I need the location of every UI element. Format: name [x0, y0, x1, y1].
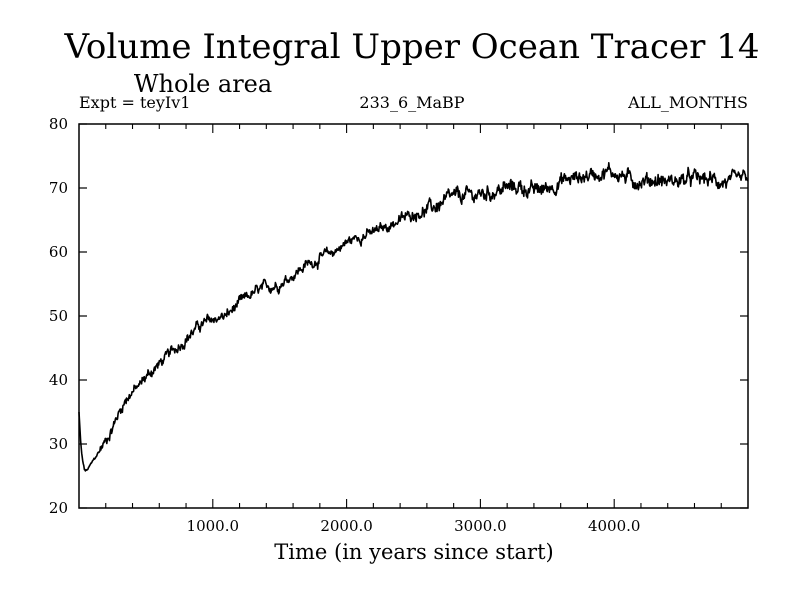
period-label: 233_6_MaBP [359, 93, 464, 112]
chart-subtitle: Whole area [134, 70, 272, 98]
y-axis: 20 30 40 50 60 70 80 [49, 115, 748, 517]
y-tick-label: 60 [49, 243, 68, 261]
y-tick-label: 30 [49, 435, 68, 453]
plot-frame [78, 123, 749, 509]
experiment-label: Expt = teyIv1 [79, 93, 190, 112]
y-tick-label: 80 [49, 115, 68, 133]
x-tick-label: 4000.0 [588, 517, 641, 535]
x-tick-label: 2000.0 [320, 517, 373, 535]
x-axis-label: Time (in years since start) [274, 540, 553, 564]
chart-title: Volume Integral Upper Ocean Tracer 14 [64, 27, 760, 67]
y-tick-label: 20 [49, 499, 68, 517]
y-tick-label: 40 [49, 371, 68, 389]
y-tick-label: 70 [49, 179, 68, 197]
months-label: ALL_MONTHS [627, 93, 748, 112]
series-line-tracer-14 [78, 162, 749, 472]
y-tick-label: 50 [49, 307, 68, 325]
x-axis: 1000.0 2000.0 3000.0 4000.0 [105, 124, 722, 535]
x-tick-label: 3000.0 [454, 517, 507, 535]
x-tick-label: 1000.0 [187, 517, 240, 535]
